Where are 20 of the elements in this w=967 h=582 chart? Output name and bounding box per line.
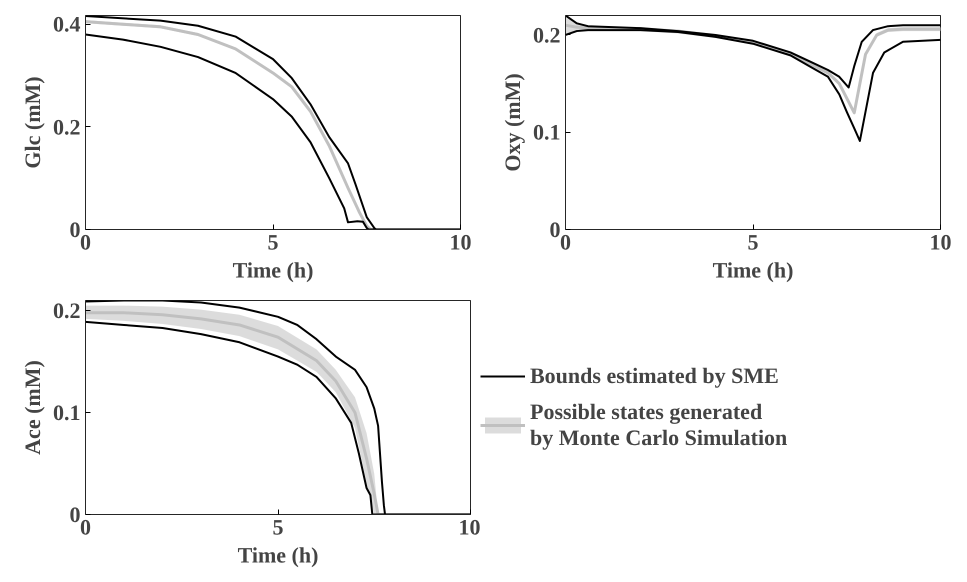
y-tick-label: 0.1 (533, 120, 560, 145)
x-tick-label: 10 (458, 514, 480, 540)
y-tick-label: 0.2 (53, 114, 80, 140)
y-axis-title: Ace (mM) (20, 360, 45, 455)
x-axis-title: Time (h) (238, 542, 318, 568)
y-axis-title: Glc (mM) (20, 76, 45, 169)
x-tick-label: 10 (450, 230, 472, 254)
legend-label: Possible states generated by Monte Carlo Simulation (530, 399, 788, 451)
x-tick-label: 5 (268, 230, 278, 254)
y-tick-label: 0.4 (53, 12, 80, 37)
x-axis-title: Time (h) (712, 258, 794, 282)
legend-label: Bounds estimated by SME (530, 363, 779, 389)
x-tick-label: 5 (748, 230, 758, 254)
y-tick-label: 0.1 (53, 400, 80, 426)
y-tick-label: 0.2 (53, 298, 80, 324)
x-tick-label: 5 (272, 514, 284, 540)
x-tick-label: 10 (930, 230, 952, 254)
y-axis-title: Oxy (mM) (500, 73, 525, 172)
x-axis-title: Time (h) (232, 258, 314, 282)
y-tick-label: 0.2 (533, 22, 560, 48)
